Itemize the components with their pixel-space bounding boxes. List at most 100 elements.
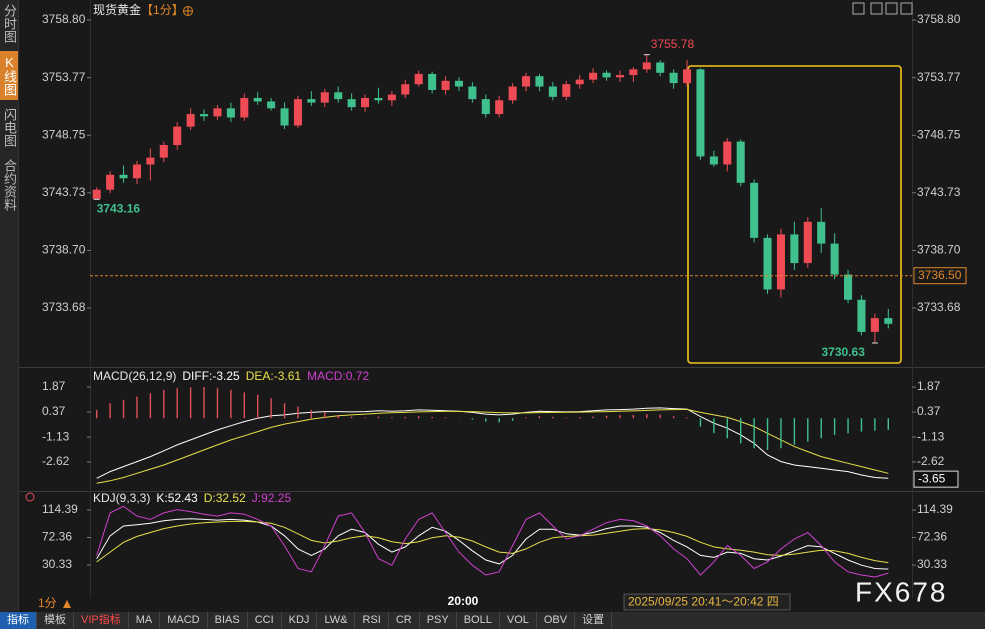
toolbar-item[interactable]: 指标	[0, 612, 37, 629]
period-selector[interactable]: 1分	[38, 596, 57, 610]
candle-body	[173, 126, 182, 145]
candle-body	[361, 97, 370, 108]
cursor-time-box	[623, 593, 791, 611]
candle-body	[548, 86, 557, 97]
sidebar: 分时图 K线图闪电图合约资料	[0, 0, 19, 612]
candle-body	[776, 234, 785, 290]
legend-entry: MACD:0.72	[307, 369, 369, 383]
panel-header: 现货黄金【1分】	[93, 2, 184, 17]
toolbar-item[interactable]: MA	[129, 612, 161, 629]
sidebar-tab[interactable]: K线图	[0, 51, 18, 100]
legend-entry: K:52.43	[156, 491, 198, 505]
indicator-line	[96, 408, 889, 484]
candle-body	[817, 221, 826, 244]
candle-body	[119, 174, 128, 179]
y-tick-label-right: -1.13	[917, 429, 945, 443]
candle-body	[723, 141, 732, 165]
settings-icon[interactable]	[25, 492, 35, 502]
legend-entry: J:92.25	[252, 491, 292, 505]
toolbar-item[interactable]: LW&	[317, 612, 356, 629]
highlight-box	[687, 65, 902, 364]
sidebar-tab[interactable]: 闪电图	[2, 108, 17, 147]
toolbar-item[interactable]: 模板	[37, 612, 74, 629]
y-tick-label-right: 3758.80	[917, 12, 961, 26]
candle-body	[481, 99, 490, 115]
candle-body	[307, 99, 316, 103]
indicator-line	[96, 505, 889, 578]
legend-entry: D:32.52	[204, 491, 246, 505]
toolbar-item[interactable]: CCI	[248, 612, 282, 629]
value-marker-label: -3.65	[918, 471, 946, 485]
y-tick-label: 3738.70	[42, 243, 86, 257]
y-tick-label: 3753.77	[42, 70, 86, 84]
toolbar-item[interactable]: RSI	[355, 612, 389, 629]
candle-body	[334, 92, 343, 100]
candle-body	[696, 69, 705, 157]
candle-body	[870, 318, 879, 332]
y-tick-label: 0.37	[42, 404, 66, 418]
toolbar-item[interactable]: KDJ	[282, 612, 318, 629]
candle-body	[132, 164, 141, 179]
period: 【1分】	[141, 3, 184, 17]
panel-header: MACD(26,12,9) DIFF:-3.25 DEA:-3.61 MACD:0.7…	[93, 369, 369, 383]
y-tick-label: 3743.73	[42, 185, 86, 199]
toolbar-item[interactable]: VOL	[500, 612, 537, 629]
candle-body	[414, 73, 423, 85]
candle-body	[669, 72, 678, 84]
candle-body	[387, 94, 396, 101]
sidebar-tab[interactable]: 分时图	[2, 4, 17, 43]
candle-body	[736, 141, 745, 183]
candle-body	[750, 182, 759, 238]
candle-body	[495, 100, 504, 115]
y-tick-label-right: 3733.68	[917, 300, 961, 314]
candle-body	[763, 237, 772, 290]
toolbar-item[interactable]: CR	[389, 612, 420, 629]
window-icons[interactable]	[852, 2, 913, 15]
legend-entry: DEA:-3.61	[246, 369, 302, 383]
candle-body	[830, 243, 839, 275]
indicator-line	[96, 518, 889, 570]
candle-body	[92, 189, 101, 199]
candle-body	[683, 69, 692, 84]
candle-body	[200, 114, 209, 117]
y-tick-label-right: 3738.70	[917, 243, 961, 257]
indicator-line	[96, 520, 889, 564]
period-arrow[interactable]	[63, 600, 71, 608]
toolbar-item[interactable]: PSY	[420, 612, 457, 629]
toolbar-item[interactable]: BOLL	[457, 612, 500, 629]
candle-body	[790, 234, 799, 264]
candle-body	[253, 97, 262, 102]
candle-body	[629, 69, 638, 76]
y-tick-label-right: 72.36	[917, 530, 947, 544]
y-tick-label-right: 3753.77	[917, 70, 961, 84]
candle-body	[642, 62, 651, 70]
candle-body	[575, 79, 584, 85]
candle-body	[213, 108, 222, 117]
y-tick-label: 3758.80	[42, 12, 86, 26]
toolbar-item[interactable]: BIAS	[208, 612, 248, 629]
candle-body	[844, 274, 853, 300]
candle-body	[428, 73, 437, 90]
panel-title: KDJ(9,3,3)	[93, 491, 150, 505]
candle-body	[615, 75, 624, 78]
candle-body	[146, 157, 155, 165]
y-tick-label: -1.13	[42, 429, 70, 443]
y-tick-label-right: 3748.75	[917, 127, 961, 141]
toolbar-item[interactable]: OBV	[537, 612, 576, 629]
low-label: 3730.63	[821, 345, 865, 359]
toolbar-item[interactable]: MACD	[160, 612, 208, 629]
candle-body	[709, 156, 718, 165]
candle-body	[293, 99, 302, 126]
legend-entry: DIFF:-3.25	[182, 369, 240, 383]
sidebar-tab[interactable]: 合约资料	[2, 159, 17, 211]
y-tick-label: 72.36	[42, 530, 72, 544]
candle-body	[602, 72, 611, 78]
toolbar-item[interactable]: VIP指标	[74, 612, 129, 629]
chart-area: 1分 20:00 2025/09/25 20:41～20:42 四 FX678 …	[19, 0, 985, 611]
candle-body	[454, 80, 463, 87]
candle-body	[280, 108, 289, 126]
candle-body	[240, 97, 249, 118]
toolbar-item[interactable]: 设置	[575, 612, 613, 629]
candle-body	[441, 80, 450, 90]
candle-body	[267, 101, 276, 109]
